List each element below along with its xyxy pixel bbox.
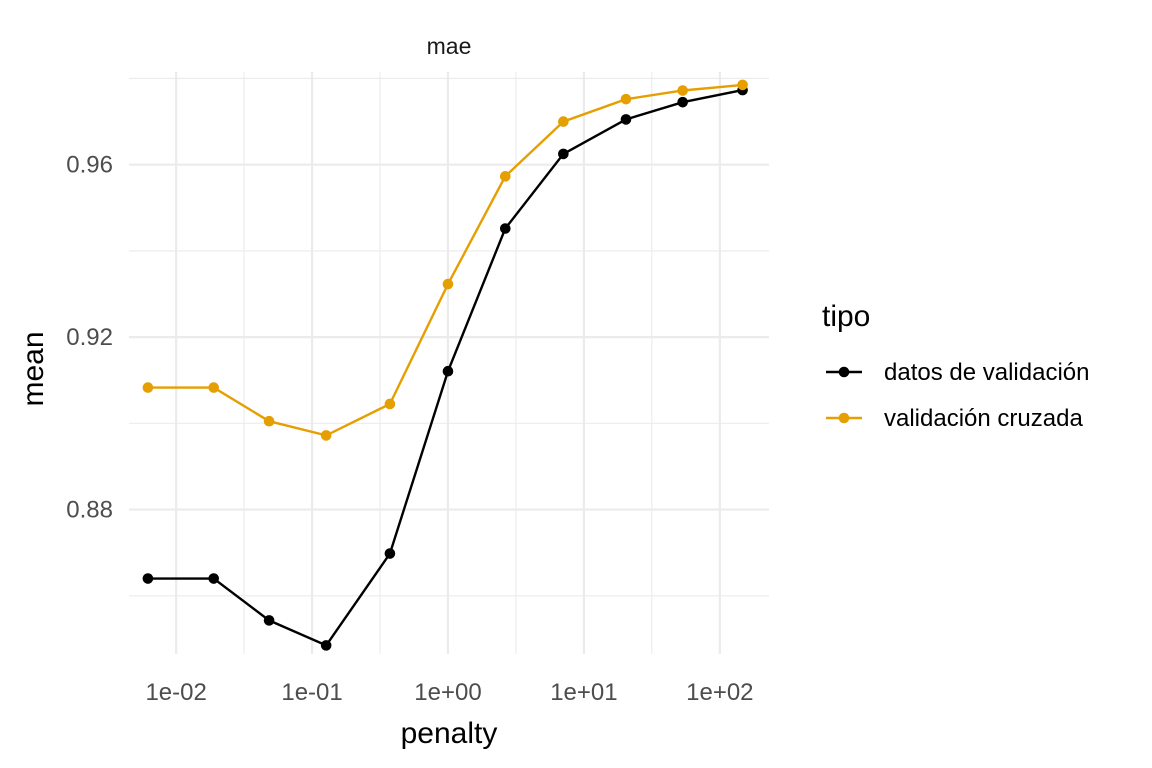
legend-label: validación cruzada bbox=[884, 405, 1083, 432]
x-tick-label: 1e+01 bbox=[550, 679, 617, 706]
grid bbox=[129, 72, 769, 654]
data-point bbox=[677, 96, 688, 108]
legend-title: tipo bbox=[822, 300, 870, 333]
series-1 bbox=[142, 84, 748, 651]
data-point bbox=[499, 171, 511, 182]
y-tick-label: 0.92 bbox=[66, 324, 113, 351]
data-point bbox=[558, 116, 569, 127]
data-point bbox=[442, 365, 454, 377]
legend-item: datos de validación bbox=[826, 359, 1089, 386]
data-point bbox=[384, 398, 396, 410]
data-point bbox=[263, 415, 275, 427]
x-tick-label: 1e+00 bbox=[414, 679, 481, 706]
legend-label: datos de validación bbox=[884, 359, 1089, 386]
data-point bbox=[620, 114, 632, 125]
data-point bbox=[142, 382, 154, 393]
y-tick-label: 0.88 bbox=[66, 497, 113, 524]
legend-item: validación cruzada bbox=[826, 405, 1083, 432]
facet-label: mae bbox=[427, 33, 472, 59]
data-point bbox=[677, 85, 688, 96]
data-point bbox=[263, 615, 275, 626]
x-tick-label: 1e-01 bbox=[281, 679, 342, 706]
data-point bbox=[737, 79, 748, 91]
series-layer bbox=[142, 79, 748, 651]
legend: tipo datos de validación validación cruza… bbox=[822, 300, 1089, 432]
y-axis-title: mean bbox=[17, 331, 50, 406]
data-point bbox=[142, 573, 154, 584]
data-point bbox=[442, 278, 454, 290]
data-point bbox=[208, 382, 220, 393]
data-point bbox=[384, 548, 396, 559]
x-tick-label: 1e+02 bbox=[686, 679, 753, 706]
data-point bbox=[558, 148, 569, 160]
data-point bbox=[320, 430, 332, 441]
x-axis-title: penalty bbox=[401, 717, 498, 750]
data-point bbox=[499, 223, 511, 234]
data-point bbox=[208, 573, 220, 584]
legend-key-point bbox=[838, 366, 850, 378]
legend-key-point bbox=[838, 412, 850, 424]
series-2 bbox=[142, 79, 748, 441]
axes: 1e-02 1e-01 1e+00 1e+01 1e+02 0.88 0.92 0.96 bbox=[66, 152, 753, 706]
x-tick-label: 1e-02 bbox=[145, 679, 206, 706]
data-point bbox=[620, 93, 632, 105]
y-tick-label: 0.96 bbox=[66, 152, 113, 179]
data-point bbox=[320, 640, 332, 651]
